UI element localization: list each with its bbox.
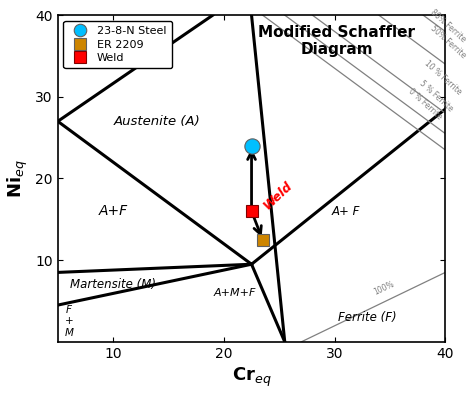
Text: A+F: A+F: [99, 204, 128, 218]
Legend: 23-8-N Steel, ER 2209, Weld: 23-8-N Steel, ER 2209, Weld: [64, 21, 172, 68]
Text: 100%: 100%: [373, 280, 396, 297]
Text: A+ F: A+ F: [331, 205, 360, 218]
Text: Ferrite (F): Ferrite (F): [338, 311, 397, 324]
Text: 0 % Ferrite: 0 % Ferrite: [407, 87, 444, 121]
X-axis label: Cr$_{eq}$: Cr$_{eq}$: [232, 366, 271, 389]
Text: F
+
M: F + M: [64, 305, 73, 338]
Text: Modified Schaffler
Diagram: Modified Schaffler Diagram: [258, 25, 415, 57]
Text: Martensite (M): Martensite (M): [70, 278, 156, 291]
Text: Austenite (A): Austenite (A): [114, 115, 201, 128]
Text: Weld: Weld: [260, 179, 295, 212]
Text: 5 % Ferrite: 5 % Ferrite: [418, 79, 455, 113]
Y-axis label: Ni$_{eq}$: Ni$_{eq}$: [6, 159, 30, 198]
Text: 80% Ferrite: 80% Ferrite: [428, 8, 467, 44]
Text: 50% Ferrite: 50% Ferrite: [428, 24, 467, 60]
Text: A+M+F: A+M+F: [214, 288, 256, 298]
Text: 10 % Ferrite: 10 % Ferrite: [423, 59, 464, 97]
